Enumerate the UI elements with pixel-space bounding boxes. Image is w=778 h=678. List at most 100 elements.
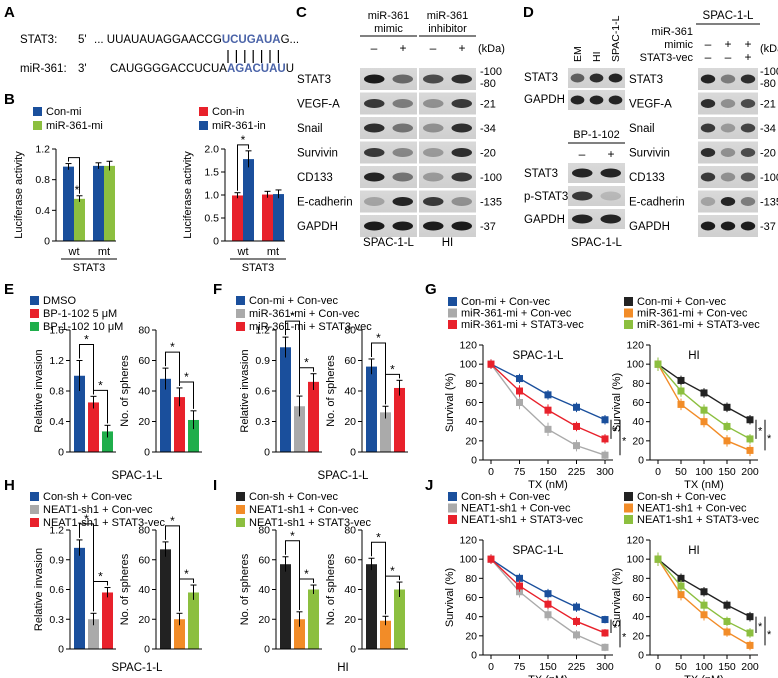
y-tick-label: 0 bbox=[471, 455, 477, 467]
y-tick-label: 0 bbox=[264, 644, 270, 656]
stat3-seq: ... UUAUAUAGGAACCGUCUGAUAG... bbox=[94, 34, 299, 46]
legend-swatch bbox=[624, 297, 633, 306]
y-tick-label: 60 bbox=[632, 397, 644, 409]
y-tick-label: 120 bbox=[626, 340, 644, 352]
y-axis-label: No. of spheres bbox=[119, 355, 131, 427]
legend-label: Con-mi + Con-vec bbox=[249, 295, 338, 307]
y-tick-label: 80 bbox=[344, 525, 356, 537]
blot-band bbox=[422, 197, 444, 206]
stat3-seq-prefix: 5' bbox=[78, 34, 87, 46]
data-point bbox=[700, 611, 708, 619]
lane-sign: + bbox=[458, 41, 465, 55]
group-label: STAT3 bbox=[73, 262, 106, 274]
y-axis-label: Luciferase activity bbox=[182, 151, 194, 239]
x-tick-label: 225 bbox=[568, 661, 586, 673]
legend-swatch bbox=[624, 503, 633, 513]
bar bbox=[232, 195, 243, 241]
data-point bbox=[654, 555, 662, 563]
blot-band bbox=[720, 172, 736, 182]
data-point bbox=[746, 613, 754, 621]
lane-sign: – bbox=[371, 41, 378, 55]
subplot-title: HI bbox=[688, 350, 700, 362]
legend-swatch bbox=[30, 505, 39, 514]
bar bbox=[102, 592, 113, 649]
y-axis-label: Survival (%) bbox=[611, 373, 623, 432]
legend-swatch bbox=[33, 107, 42, 116]
y-tick-label: 80 bbox=[138, 525, 150, 537]
blot-band bbox=[740, 99, 756, 108]
bar bbox=[366, 564, 377, 649]
blot-band bbox=[392, 74, 414, 84]
blot-band bbox=[422, 123, 444, 133]
sig-bracket bbox=[237, 144, 249, 191]
legend-swatch bbox=[236, 505, 245, 514]
y-axis-label: Relative invasion bbox=[33, 548, 45, 631]
sig-bracket bbox=[165, 525, 180, 612]
bar bbox=[160, 378, 171, 452]
header-mimic-line2: mimic bbox=[374, 23, 403, 35]
mw-marker: -80 bbox=[480, 78, 496, 90]
legend-swatch bbox=[624, 320, 633, 329]
legend-swatch bbox=[199, 121, 208, 130]
legend-swatch bbox=[448, 308, 457, 318]
x-tick-label: 300 bbox=[596, 466, 614, 478]
y-tick-label: 1.2 bbox=[49, 355, 64, 367]
mw-marker: -20 bbox=[480, 148, 496, 160]
data-point bbox=[746, 416, 754, 424]
blot-band bbox=[720, 148, 736, 157]
x-tick-label: 200 bbox=[741, 466, 759, 478]
mw-marker: -21 bbox=[480, 99, 496, 111]
x-tick-label: 300 bbox=[596, 661, 614, 673]
x-tick-label: 150 bbox=[718, 661, 736, 673]
blot-strip bbox=[419, 92, 476, 115]
y-tick-label: 120 bbox=[459, 535, 477, 547]
bar bbox=[93, 165, 104, 241]
sig-bracket bbox=[68, 157, 80, 194]
blot-band bbox=[363, 172, 385, 182]
y-tick-label: 40 bbox=[465, 416, 477, 428]
mw-marker: -37 bbox=[760, 221, 776, 233]
x-tick-label: wt bbox=[237, 246, 249, 258]
legend-label: NEAT1-sh1 + STAT3-vec bbox=[461, 514, 583, 526]
blot-band bbox=[700, 123, 716, 133]
y-tick-label: 0.9 bbox=[255, 355, 270, 367]
data-point bbox=[723, 437, 731, 445]
mw-marker: -100 bbox=[760, 172, 778, 184]
y-tick-label: 120 bbox=[626, 535, 644, 547]
x-tick-label: 150 bbox=[539, 466, 557, 478]
footer-label: SPAC-1-L bbox=[112, 662, 164, 674]
y-tick-label: 20 bbox=[344, 614, 356, 626]
data-point bbox=[700, 418, 708, 426]
row-label: STAT3-vec bbox=[640, 52, 694, 64]
panel-letter-e: E bbox=[4, 281, 14, 298]
blot-band bbox=[422, 221, 444, 231]
sig-bracket bbox=[285, 320, 300, 395]
blot-band bbox=[700, 74, 716, 84]
panel-letter-c: C bbox=[296, 4, 307, 21]
data-point bbox=[723, 617, 731, 625]
blot-strip bbox=[568, 186, 625, 206]
footer-label: HI bbox=[442, 237, 454, 249]
legend-label: miR-361-mi + Con-vec bbox=[461, 308, 572, 320]
blot-label: STAT3 bbox=[629, 74, 663, 86]
legend-label: NEAT1-sh1 + Con-vec bbox=[43, 504, 153, 516]
blot-strip bbox=[698, 92, 758, 115]
data-point bbox=[677, 582, 685, 590]
footer-label: SPAC-1-L bbox=[571, 237, 623, 249]
y-tick-label: 0 bbox=[144, 644, 150, 656]
data-point bbox=[516, 387, 523, 395]
legend-label: Con-mi + Con-vec bbox=[637, 296, 726, 308]
sig-bracket bbox=[179, 578, 194, 612]
bar bbox=[88, 402, 99, 452]
y-tick-label: 40 bbox=[258, 584, 270, 596]
blot-band bbox=[363, 123, 385, 133]
data-point bbox=[544, 590, 552, 598]
stat3-seq-site: UCUGAUA bbox=[222, 34, 281, 46]
bar bbox=[63, 166, 74, 241]
data-point bbox=[677, 387, 685, 395]
legend-swatch bbox=[30, 492, 39, 501]
blot-band bbox=[720, 197, 736, 206]
data-point bbox=[573, 631, 580, 639]
bar bbox=[294, 406, 305, 452]
blot-strip bbox=[419, 215, 476, 237]
